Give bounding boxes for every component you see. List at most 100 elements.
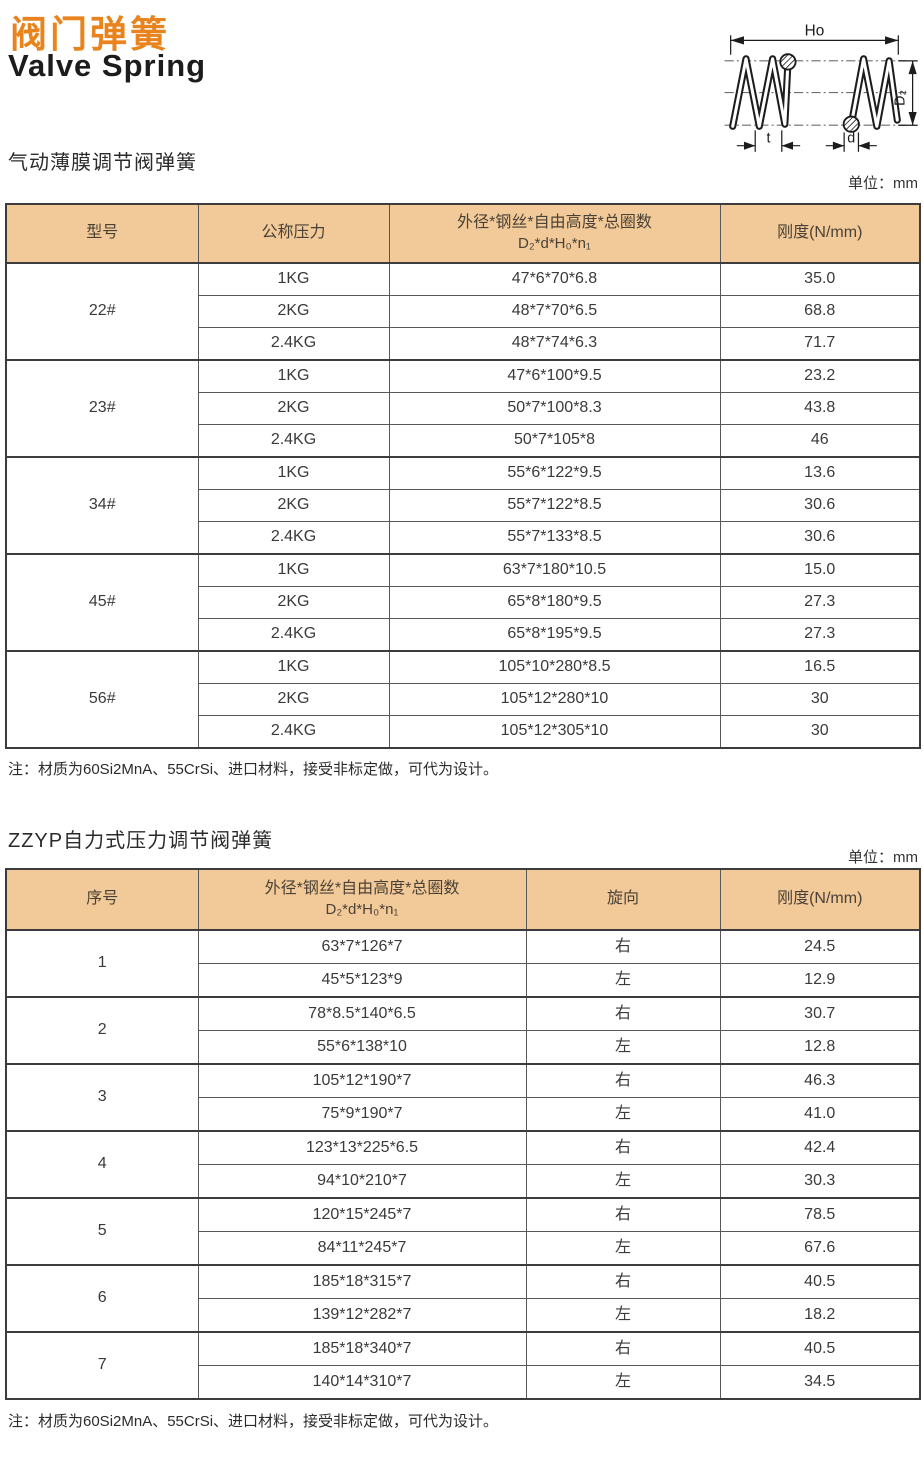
serial-cell: 5 [5,1197,199,1266]
pressure-cell: 1KG [197,262,390,296]
direction-cell: 左 [525,1164,721,1199]
stiffness-cell: 67.6 [719,1231,921,1266]
spec-cell: 55*6*122*9.5 [388,456,721,490]
stiffness-cell: 30 [719,715,921,749]
table-row: 2 78*8.5*140*6.5 右 30.7 [5,996,921,1065]
table-row: 2.4KG 50*7*105*8 46 [6,424,921,458]
stiffness-cell: 46 [719,424,921,458]
dim-label-ho: Ho [805,22,825,39]
table-row: 84*11*245*7 左 67.6 [6,1231,921,1266]
section2-unit-label: 单位：mm [848,849,918,866]
direction-cell: 左 [525,963,721,998]
stiffness-cell: 30.7 [719,996,921,1031]
spec-cell: 105*12*305*10 [388,715,721,749]
spring-coils-left [729,55,792,130]
stiffness-cell: 16.5 [719,650,921,684]
spec-cell: 120*15*245*7 [197,1197,527,1232]
serial-cell: 4 [5,1130,199,1199]
dimension-d2 [898,60,918,126]
stiffness-cell: 23.2 [719,359,921,393]
spec-cell: 105*12*280*10 [388,683,721,716]
table-header-row: 型号 公称压力 外径*钢丝*自由高度*总圈数 D₂*d*H₀*n₁ 刚度(N/m… [5,203,921,264]
stiffness-cell: 15.0 [719,553,921,587]
pressure-cell: 2KG [197,489,390,522]
section1-title: 气动薄膜调节阀弹簧 [8,152,197,174]
table-row: 2KG 55*7*122*8.5 30.6 [6,489,921,522]
stiffness-cell: 30.3 [719,1164,921,1199]
col-header-stiffness: 刚度(N/mm) [719,203,921,264]
table-row: 2KG 48*7*70*6.5 68.8 [6,295,921,328]
spring-coils-right [847,55,901,130]
col-header-model: 型号 [5,203,199,264]
dimension-d [825,132,877,152]
serial-cell: 7 [5,1331,199,1400]
stiffness-cell: 30.6 [719,521,921,555]
dim-label-d2: D₂ [892,90,908,106]
spec-cell: 48*7*74*6.3 [388,327,721,361]
table-row: 2KG 65*8*180*9.5 27.3 [6,586,921,619]
pressure-cell: 1KG [197,359,390,393]
dimension-t [736,130,801,152]
spec-cell: 55*7*122*8.5 [388,489,721,522]
table-row: 2.4KG 105*12*305*10 30 [6,715,921,749]
direction-cell: 左 [525,1365,721,1400]
wire-section-right [842,115,860,133]
spec-cell: 63*7*126*7 [197,929,527,964]
pressure-cell: 1KG [197,456,390,490]
spec-cell: 78*8.5*140*6.5 [197,996,527,1031]
spec-cell: 65*8*180*9.5 [388,586,721,619]
page-title-cn: 阀门弹簧 [10,14,170,55]
spec-cell: 185*18*340*7 [197,1331,527,1366]
direction-cell: 左 [525,1231,721,1266]
stiffness-cell: 34.5 [719,1365,921,1400]
stiffness-cell: 12.9 [719,963,921,998]
col-header-spec: 外径*钢丝*自由高度*总圈数 D₂*d*H₀*n₁ [197,868,527,931]
section2-note: 注：材质为60Si2MnA、55CrSi、进口材料，接受非标定做，可代为设计。 [8,1413,499,1430]
pressure-cell: 1KG [197,650,390,684]
table-row: 3 105*12*190*7 右 46.3 [5,1063,921,1132]
spec-cell: 47*6*70*6.8 [388,262,721,296]
direction-cell: 右 [525,1197,721,1232]
table-row: 2.4KG 55*7*133*8.5 30.6 [6,521,921,555]
stiffness-cell: 30.6 [719,489,921,522]
section1-unit-label: 单位：mm [848,175,918,192]
spec-cell: 185*18*315*7 [197,1264,527,1299]
stiffness-cell: 40.5 [719,1331,921,1366]
stiffness-cell: 46.3 [719,1063,921,1098]
spec-cell: 84*11*245*7 [197,1231,527,1266]
stiffness-cell: 40.5 [719,1264,921,1299]
direction-cell: 右 [525,1063,721,1098]
spec-cell: 105*12*190*7 [197,1063,527,1098]
spec-cell: 75*9*190*7 [197,1097,527,1132]
dim-label-t: t [766,131,770,147]
spec-cell: 47*6*100*9.5 [388,359,721,393]
pressure-cell: 2.4KG [197,521,390,555]
col-header-spec-line1: 外径*钢丝*自由高度*总圈数 [457,214,652,232]
direction-cell: 右 [525,929,721,964]
serial-cell: 1 [5,929,199,998]
table-row: 56# 1KG 105*10*280*8.5 16.5 [5,650,921,749]
stiffness-cell: 13.6 [719,456,921,490]
stiffness-cell: 41.0 [719,1097,921,1132]
col-header-spec-line2: D₂*d*H₀*n₁ [325,901,399,919]
stiffness-cell: 27.3 [719,618,921,652]
spec-cell: 123*13*225*6.5 [197,1130,527,1165]
table-row: 2.4KG 65*8*195*9.5 27.3 [6,618,921,652]
spring-diagram: Ho D₂ t [724,22,918,152]
col-header-spec: 外径*钢丝*自由高度*总圈数 D₂*d*H₀*n₁ [388,203,721,264]
table-row: 4 123*13*225*6.5 右 42.4 [5,1130,921,1199]
spec-cell: 94*10*210*7 [197,1164,527,1199]
table-row: 140*14*310*7 左 34.5 [6,1365,921,1400]
stiffness-cell: 68.8 [719,295,921,328]
spec-cell: 140*14*310*7 [197,1365,527,1400]
col-header-spec-line2: D₂*d*H₀*n₁ [518,235,591,253]
direction-cell: 右 [525,1264,721,1299]
spec-cell: 45*5*123*9 [197,963,527,998]
pressure-cell: 2KG [197,392,390,425]
spec-cell: 55*7*133*8.5 [388,521,721,555]
pressure-cell: 2.4KG [197,618,390,652]
zzyp-valve-spring-table: 序号 外径*钢丝*自由高度*总圈数 D₂*d*H₀*n₁ 旋向 刚度(N/mm)… [5,868,921,1400]
direction-cell: 右 [525,1130,721,1165]
stiffness-cell: 18.2 [719,1298,921,1333]
